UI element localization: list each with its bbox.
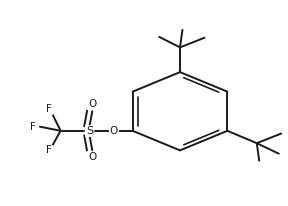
- Text: F: F: [46, 145, 52, 155]
- Text: F: F: [46, 104, 52, 114]
- Text: O: O: [110, 126, 118, 136]
- Text: S: S: [86, 126, 93, 136]
- Text: F: F: [30, 122, 36, 132]
- Text: O: O: [88, 152, 96, 162]
- Text: O: O: [88, 99, 96, 109]
